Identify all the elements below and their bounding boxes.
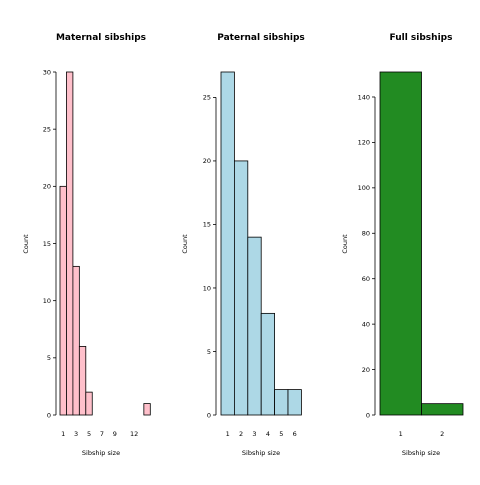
bar: [274, 389, 289, 416]
y-tick-label: 0: [207, 411, 211, 419]
y-tick-label: 25: [203, 94, 211, 102]
panel-maternal: Maternal sibships Count 0 5 10 15 20 25 30 1 3 5…: [22, 33, 151, 457]
bar: [66, 71, 74, 416]
x-tick-label: 1: [399, 430, 403, 438]
y-axis: 0 5 10 15 20 25 30: [43, 68, 57, 419]
bar-group: [379, 71, 464, 416]
x-tick-label: 1: [61, 430, 65, 438]
bar: [143, 403, 151, 416]
y-tick-label: 20: [43, 183, 51, 191]
x-tick-label: 12: [130, 430, 138, 438]
panel-title: Paternal sibships: [217, 33, 305, 43]
y-tick-label: 40: [362, 320, 370, 328]
bar-group: [220, 71, 302, 416]
y-tick-label: 5: [47, 354, 51, 362]
y-tick-label: 100: [358, 184, 370, 192]
y-tick-label: 60: [362, 275, 370, 283]
y-tick-label: 30: [43, 68, 51, 76]
bar: [78, 345, 87, 416]
y-tick-label: 10: [203, 284, 211, 292]
bar: [421, 403, 464, 416]
y-axis: 0 5 10 15 20 25: [203, 94, 217, 419]
y-tick-label: 25: [43, 125, 51, 133]
y-tick-label: 5: [207, 348, 211, 356]
panel-paternal: Paternal sibships Count 0 5 10 15 20 25 1 2 3 4 5…: [181, 33, 305, 457]
panel-title: Full sibships: [390, 33, 453, 43]
y-tick-label: 20: [362, 366, 370, 374]
bar: [59, 185, 67, 416]
x-tick-label: 9: [113, 430, 117, 438]
x-axis-label: Sibship size: [242, 449, 280, 457]
bar-group: [59, 71, 151, 416]
x-tick-label: 7: [100, 430, 104, 438]
y-tick-label: 20: [203, 157, 211, 165]
y-tick-label: 0: [47, 411, 51, 419]
y-tick-label: 15: [203, 221, 211, 229]
bar: [287, 389, 302, 416]
panel-full: Full sibships Count 0 20 40 60 80 100 120 140 1…: [341, 33, 464, 457]
y-tick-label: 10: [43, 297, 51, 305]
x-tick-label: 3: [74, 430, 78, 438]
bar: [233, 160, 249, 416]
y-tick-label: 120: [358, 139, 370, 147]
x-axis-label: Sibship size: [82, 449, 120, 457]
y-tick-label: 0: [366, 411, 370, 419]
bar: [260, 312, 276, 416]
y-tick-label: 80: [362, 230, 370, 238]
x-tick-label: 2: [440, 430, 444, 438]
x-tick-label: 4: [266, 430, 270, 438]
y-axis-label: Count: [22, 234, 30, 254]
bar: [220, 71, 235, 416]
bar: [379, 71, 422, 416]
x-axis: 1 2 3 4 5 6: [226, 430, 297, 438]
panel-title: Maternal sibships: [56, 33, 146, 43]
x-axis-label: Sibship size: [402, 449, 440, 457]
x-tick-label: 3: [252, 430, 256, 438]
bar: [72, 265, 80, 416]
x-axis: 1 3 5 7 9 12: [61, 430, 138, 438]
x-tick-label: 5: [87, 430, 91, 438]
y-tick-label: 140: [358, 93, 370, 101]
y-tick-label: 15: [43, 240, 51, 248]
x-tick-label: 5: [279, 430, 283, 438]
bar: [85, 391, 93, 416]
y-axis-label: Count: [181, 234, 189, 254]
x-tick-label: 1: [226, 430, 230, 438]
bar: [247, 236, 262, 416]
x-tick-label: 6: [293, 430, 297, 438]
y-axis-label: Count: [341, 234, 349, 254]
x-tick-label: 2: [239, 430, 243, 438]
y-axis: 0 20 40 60 80 100 120 140: [358, 93, 376, 419]
